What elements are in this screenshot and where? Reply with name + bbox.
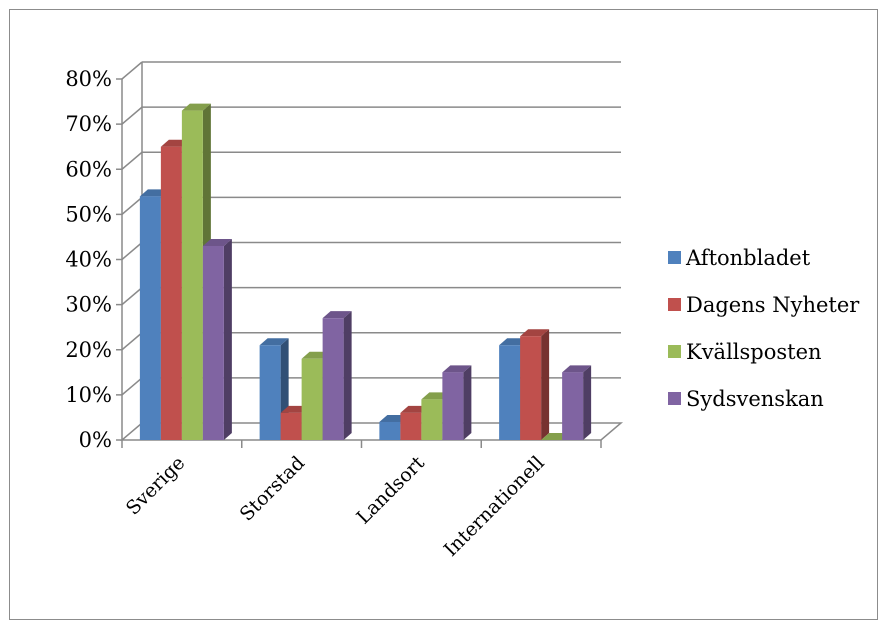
bar-front — [160, 146, 182, 440]
bar — [322, 311, 352, 440]
bar-top — [520, 329, 550, 337]
legend-swatch — [668, 251, 681, 264]
x-tick-label: Landsort — [352, 452, 429, 529]
bar-side — [343, 311, 352, 440]
bar-top — [322, 311, 352, 319]
bar-front — [379, 421, 401, 440]
bar-front — [280, 412, 302, 440]
bar — [202, 238, 232, 440]
legend-item: Kvällsposten — [668, 340, 822, 364]
bar-front — [181, 110, 203, 441]
gridline-side — [121, 287, 143, 306]
x-tick-label: Internationell — [440, 452, 549, 561]
gridline-side — [121, 332, 143, 351]
y-tick-label: 80% — [65, 67, 112, 91]
legend-label: Dagens Nyheter — [686, 293, 860, 317]
gridline-side — [121, 151, 143, 170]
bar-front — [421, 399, 443, 440]
gridline-side — [121, 196, 143, 215]
gridline-side — [121, 106, 143, 125]
bar-top — [442, 365, 472, 373]
x-axis: Sverige Storstad Landsort Internationell — [121, 440, 602, 561]
bar — [562, 365, 592, 440]
gridline-side — [121, 241, 143, 261]
y-tick-label: 10% — [65, 383, 112, 407]
legend-label: Sydsvenskan — [686, 387, 824, 411]
bar-front — [322, 318, 344, 440]
gridline-side — [121, 61, 143, 80]
bar — [442, 365, 472, 440]
bar-front — [139, 196, 161, 440]
y-axis: 0% 10% 20% 30% 40% 50% 60% 70% 80% — [65, 67, 122, 452]
bar-front — [259, 345, 281, 440]
legend-swatch — [668, 392, 681, 405]
legend-label: Aftonbladet — [685, 246, 811, 270]
gridline-side — [121, 377, 143, 396]
bar-top — [202, 238, 232, 246]
y-tick-label: 30% — [65, 293, 112, 317]
bar-top — [562, 365, 592, 373]
y-tick-label: 50% — [65, 202, 112, 226]
y-tick-label: 40% — [65, 248, 112, 272]
legend-swatch — [668, 345, 681, 358]
legend-swatch — [668, 298, 681, 311]
legend: Aftonbladet Dagens Nyheter Kvällsposten Syd… — [668, 246, 860, 411]
bar-front — [301, 358, 323, 440]
bar-side — [223, 238, 232, 440]
bar-side — [463, 365, 472, 440]
bar-front — [202, 245, 224, 440]
legend-label: Kvällsposten — [686, 340, 822, 364]
y-tick-label: 70% — [65, 112, 112, 136]
bar-side — [583, 365, 592, 440]
bar — [520, 329, 550, 440]
bar-side — [541, 329, 550, 440]
legend-item: Aftonbladet — [668, 246, 811, 270]
bar-front — [520, 336, 542, 440]
bar-front — [442, 372, 464, 440]
bar-top — [259, 338, 289, 346]
bar-top — [181, 103, 211, 111]
bars — [139, 103, 592, 441]
y-tick-label: 0% — [79, 428, 112, 452]
x-tick-label: Sverige — [122, 452, 190, 520]
legend-item: Dagens Nyheter — [668, 293, 860, 317]
y-tick-label: 20% — [65, 338, 112, 362]
bar-front — [499, 345, 521, 440]
y-tick-label: 60% — [65, 157, 112, 181]
x-tick-label: Storstad — [236, 452, 310, 526]
bar-front — [400, 412, 422, 440]
legend-item: Sydsvenskan — [668, 387, 824, 411]
bar-front — [562, 372, 584, 440]
